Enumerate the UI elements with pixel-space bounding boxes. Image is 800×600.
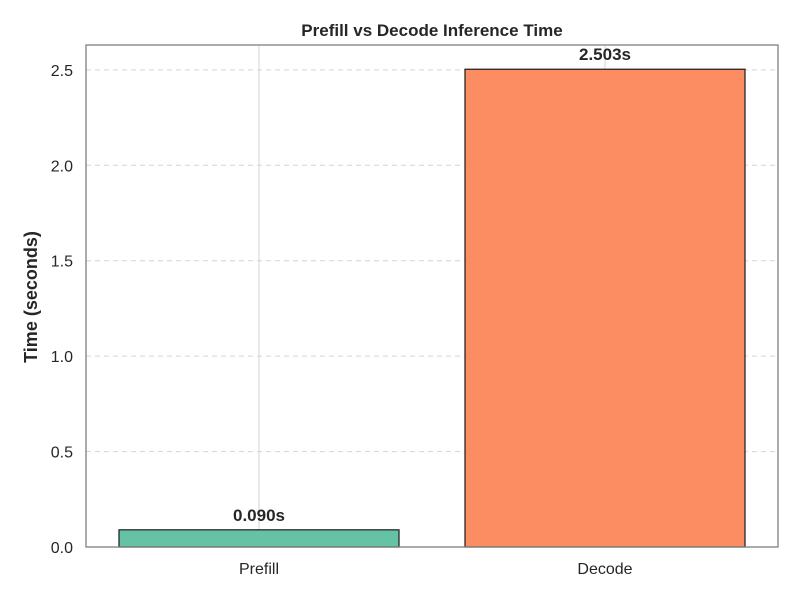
y-tick-label: 1.5 bbox=[51, 254, 73, 271]
plot-frame bbox=[85, 44, 779, 548]
y-tick-label: 0.0 bbox=[51, 540, 73, 557]
x-tick-label: Prefill bbox=[239, 561, 279, 578]
ticks-layer: 0.0 0.5 1.0 1.5 2.0 2.5 Prefill Decode bbox=[51, 63, 633, 578]
data-labels-layer: 0.090s 2.503s bbox=[233, 45, 631, 525]
bar-decode bbox=[464, 68, 746, 548]
y-axis-label: Time (seconds) bbox=[21, 231, 41, 363]
y-tick-label: 2.0 bbox=[51, 158, 73, 175]
y-tick-label: 0.5 bbox=[51, 445, 73, 462]
bar-prefill bbox=[118, 529, 400, 548]
bars-layer bbox=[118, 68, 746, 548]
data-label: 2.503s bbox=[579, 45, 631, 64]
x-tick-label: Decode bbox=[577, 561, 632, 578]
y-tick-label: 1.0 bbox=[51, 349, 73, 366]
y-tick-label: 2.5 bbox=[51, 63, 73, 80]
chart-title: Prefill vs Decode Inference Time bbox=[301, 21, 562, 40]
data-label: 0.090s bbox=[233, 506, 285, 525]
